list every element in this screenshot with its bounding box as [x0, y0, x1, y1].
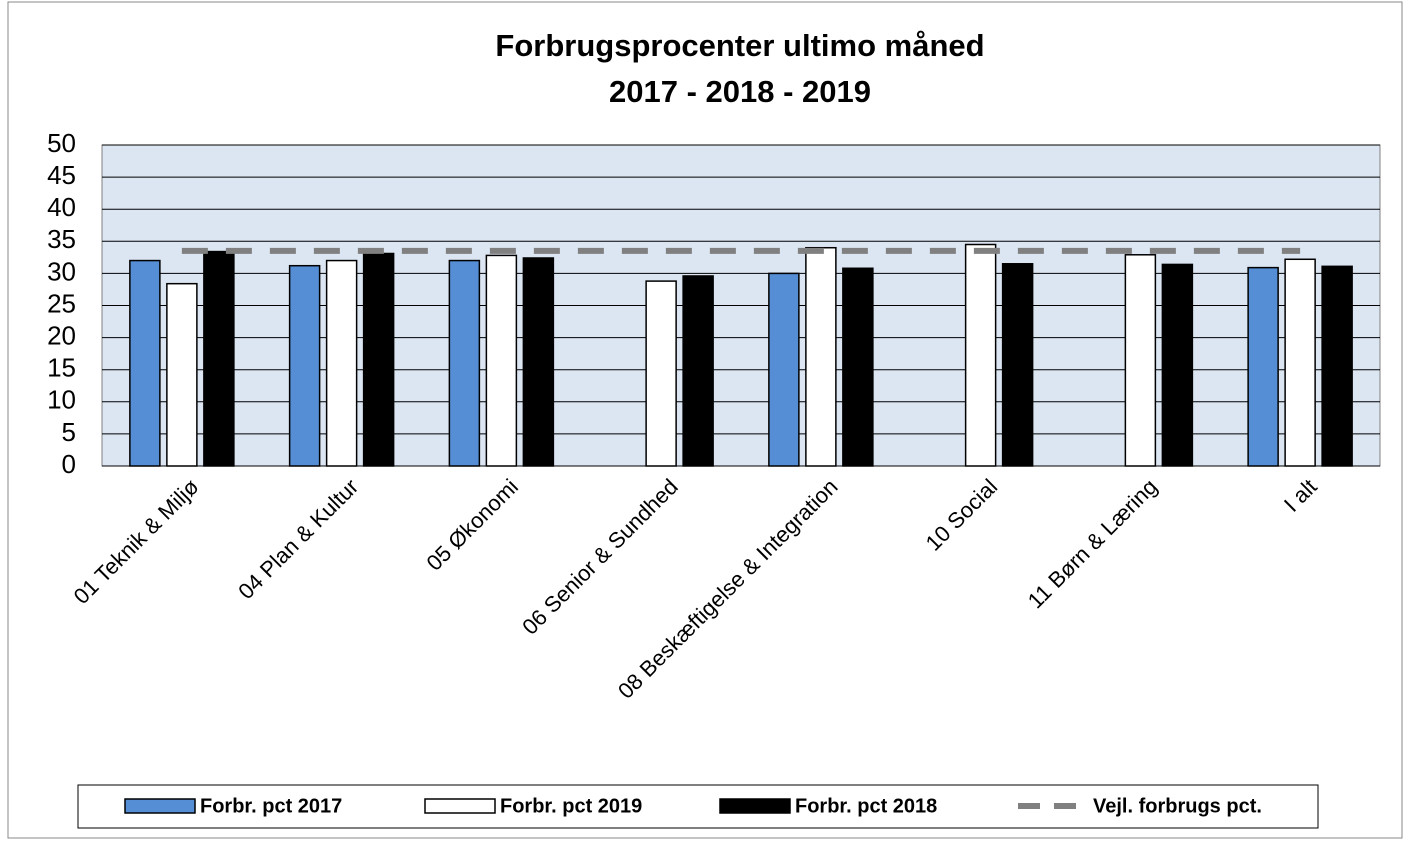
legend-swatch	[719, 798, 791, 814]
y-tick-label: 15	[47, 353, 76, 383]
bar	[1124, 254, 1157, 467]
y-tick-label: 20	[47, 320, 76, 350]
y-tick-label: 5	[62, 417, 76, 447]
bar	[1001, 263, 1034, 467]
legend-swatch	[424, 798, 496, 814]
bar	[964, 243, 997, 467]
y-tick-label: 35	[47, 224, 76, 254]
bar	[288, 264, 321, 467]
bar	[1161, 263, 1194, 467]
legend-box	[77, 784, 1319, 829]
bar	[682, 275, 714, 467]
bar	[362, 252, 395, 467]
y-tick-label: 0	[62, 449, 76, 479]
bar	[1321, 265, 1353, 467]
bar	[485, 254, 518, 467]
bar	[1284, 258, 1316, 467]
legend-label: Forbr. pct 2018	[795, 795, 937, 817]
y-tick-label: 30	[47, 256, 76, 286]
legend-label: Vejl. forbrugs pct.	[1093, 795, 1262, 817]
bar	[805, 246, 837, 467]
legend-label: Forbr. pct 2017	[200, 795, 342, 817]
bar	[203, 250, 235, 467]
bar	[325, 259, 358, 467]
y-tick-label: 40	[47, 192, 76, 222]
y-tick-label: 10	[47, 385, 76, 415]
chart-subtitle: 2017 - 2018 - 2019	[609, 74, 871, 109]
bar	[645, 280, 677, 467]
bar	[522, 257, 555, 467]
chart-title: Forbrugsprocenter ultimo måned	[495, 28, 984, 63]
legend-label: Forbr. pct 2019	[500, 795, 642, 817]
bar	[166, 282, 198, 467]
bar	[129, 259, 161, 467]
bar	[1247, 266, 1279, 467]
bar	[768, 272, 800, 467]
bar	[842, 267, 874, 467]
y-tick-label: 50	[47, 128, 76, 158]
bar	[448, 259, 481, 467]
y-tick-label: 25	[47, 288, 76, 318]
y-tick-label: 45	[47, 160, 76, 190]
legend-swatch	[124, 798, 196, 814]
